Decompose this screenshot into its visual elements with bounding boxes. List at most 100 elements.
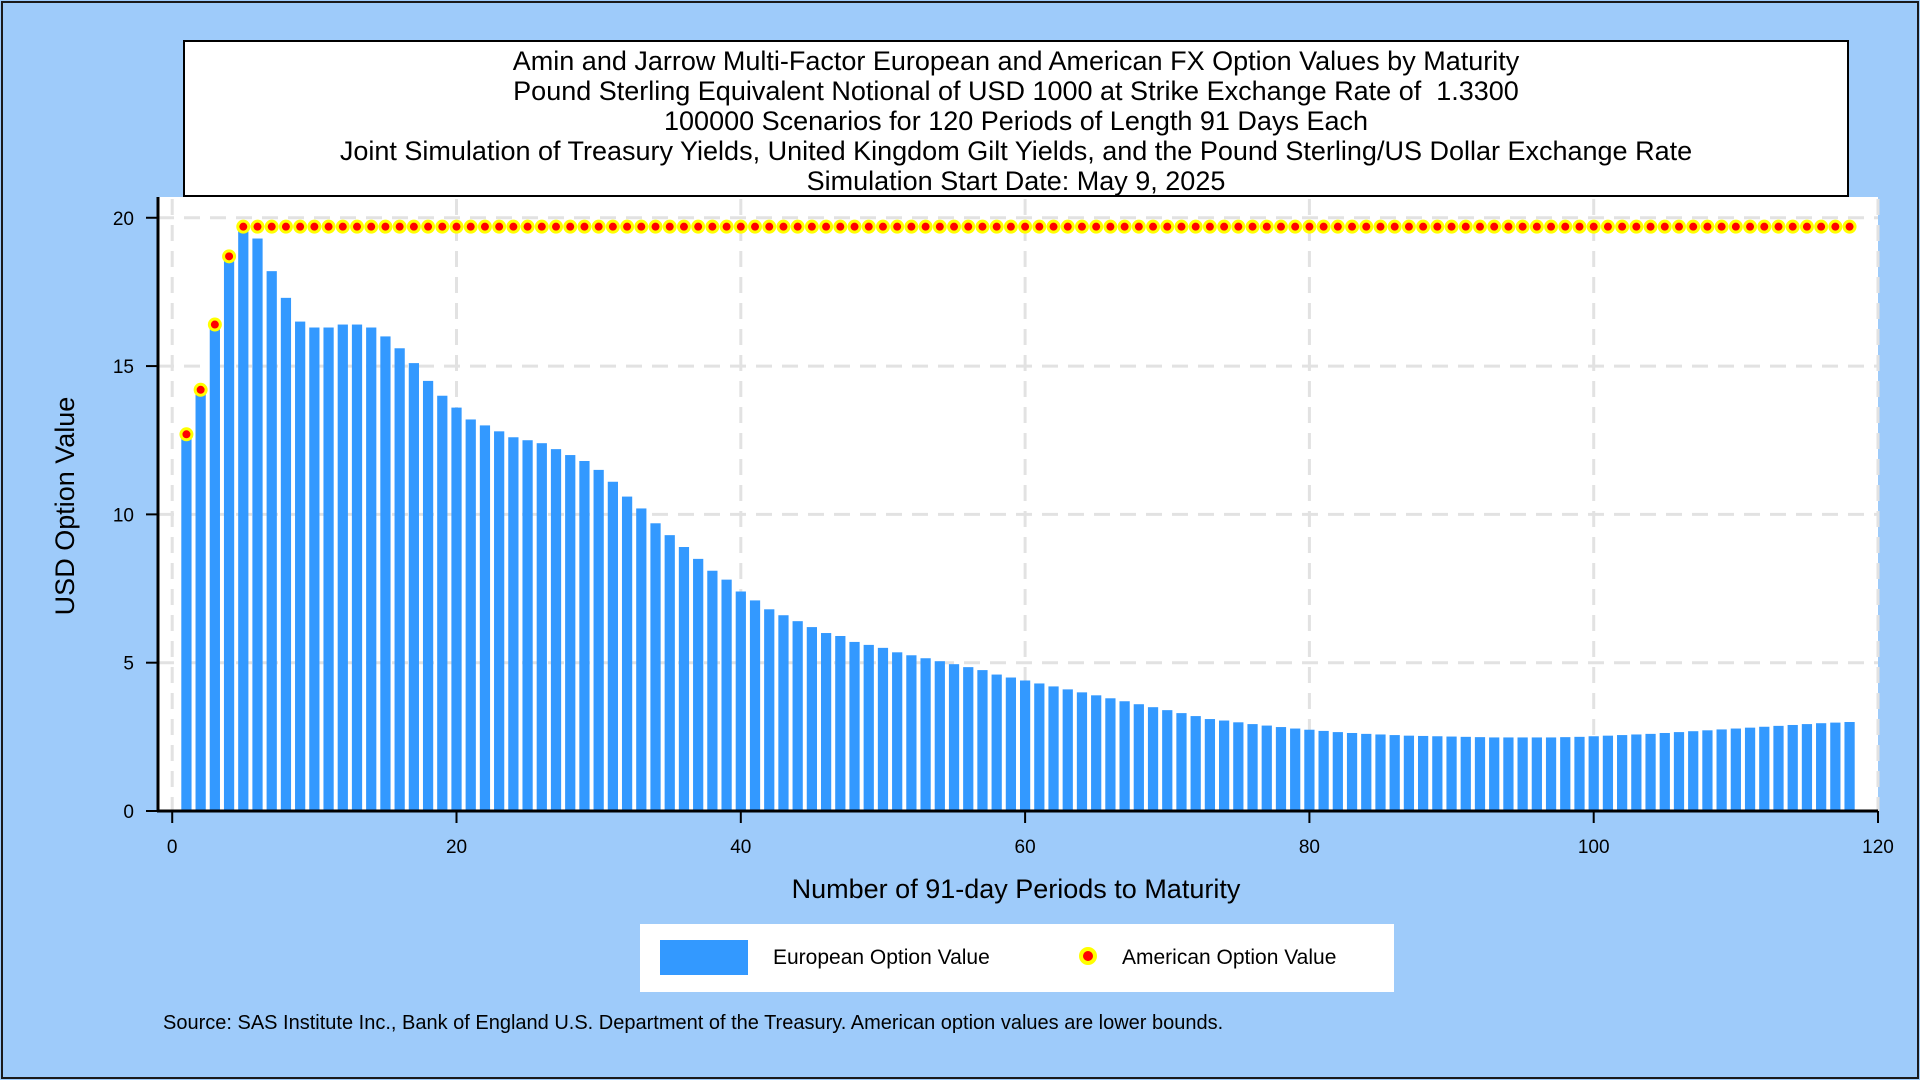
bar-european bbox=[920, 658, 931, 811]
bar-european bbox=[963, 667, 974, 811]
marker-american bbox=[1259, 219, 1274, 234]
x-tick-label: 100 bbox=[1578, 837, 1610, 858]
x-tick-label: 0 bbox=[167, 837, 178, 858]
marker-american bbox=[207, 317, 222, 332]
marker-american bbox=[719, 219, 734, 234]
bar-european bbox=[1816, 723, 1827, 811]
marker-american bbox=[890, 219, 905, 234]
marker-american bbox=[506, 219, 521, 234]
bar-european bbox=[735, 591, 746, 811]
chart-title-line-2: Pound Sterling Equivalent Notional of US… bbox=[513, 76, 1519, 106]
bar-european bbox=[1105, 698, 1116, 811]
legend-label-european: European Option Value bbox=[773, 946, 990, 969]
bar-european bbox=[906, 655, 917, 811]
marker-american bbox=[634, 219, 649, 234]
bar-european bbox=[977, 670, 988, 811]
bar-european bbox=[337, 324, 348, 811]
bar-european bbox=[1176, 713, 1187, 811]
bar-european bbox=[707, 570, 718, 811]
marker-american bbox=[1188, 219, 1203, 234]
bar-european bbox=[806, 627, 818, 811]
marker-american bbox=[833, 219, 848, 234]
bar-european bbox=[522, 440, 533, 811]
bar-european bbox=[536, 443, 547, 811]
bar-european bbox=[1830, 722, 1841, 811]
marker-american bbox=[1316, 219, 1331, 234]
marker-american bbox=[918, 219, 933, 234]
marker-american bbox=[875, 219, 890, 234]
bar-european bbox=[1261, 725, 1272, 811]
marker-american bbox=[1458, 219, 1473, 234]
bar-european bbox=[479, 425, 491, 811]
bar-european bbox=[1076, 692, 1088, 811]
bar-european bbox=[764, 609, 775, 811]
x-axis-label: Number of 91-day Periods to Maturity bbox=[792, 874, 1241, 904]
bar-european bbox=[1375, 734, 1386, 811]
marker-american bbox=[1814, 219, 1829, 234]
marker-american bbox=[676, 219, 691, 234]
bar-european bbox=[1147, 707, 1159, 811]
bar-european bbox=[1588, 736, 1599, 811]
marker-american bbox=[1657, 219, 1672, 234]
bar-european bbox=[451, 407, 462, 811]
marker-american bbox=[620, 219, 635, 234]
bar-european bbox=[991, 674, 1002, 811]
bar-european bbox=[1574, 736, 1585, 811]
marker-american bbox=[1600, 219, 1615, 234]
bar-european bbox=[1005, 677, 1017, 811]
bar-european bbox=[579, 460, 590, 811]
y-tick-label: 20 bbox=[113, 209, 134, 230]
bar-european bbox=[863, 644, 874, 811]
marker-american bbox=[435, 219, 450, 234]
bar-european bbox=[1631, 734, 1642, 811]
marker-american bbox=[1671, 219, 1686, 234]
chart-title-line-3: 100000 Scenarios for 120 Periods of Leng… bbox=[664, 106, 1368, 136]
bar-european bbox=[721, 579, 732, 811]
bar-european bbox=[1503, 737, 1514, 811]
marker-american bbox=[1714, 219, 1729, 234]
bar-european bbox=[1432, 736, 1443, 811]
marker-american bbox=[1359, 219, 1374, 234]
bar-european bbox=[934, 661, 945, 811]
bar-european bbox=[1560, 737, 1571, 811]
marker-american bbox=[776, 219, 791, 234]
marker-american bbox=[463, 219, 478, 234]
marker-american bbox=[1785, 219, 1800, 234]
marker-american bbox=[307, 219, 322, 234]
bar-european bbox=[1034, 683, 1045, 811]
bar-european bbox=[1304, 729, 1315, 811]
marker-american bbox=[804, 219, 819, 234]
bar-european bbox=[1403, 735, 1415, 811]
marker-american bbox=[1032, 219, 1047, 234]
bar-european bbox=[422, 380, 434, 811]
bar-european bbox=[1545, 737, 1557, 811]
bar-european bbox=[1460, 736, 1471, 811]
marker-american bbox=[335, 219, 350, 234]
marker-american bbox=[179, 427, 194, 442]
bar-european bbox=[295, 321, 306, 811]
y-tick-label: 5 bbox=[123, 654, 134, 675]
marker-american bbox=[1231, 219, 1246, 234]
marker-american bbox=[1345, 219, 1360, 234]
bar-european bbox=[1389, 735, 1400, 811]
marker-american bbox=[278, 219, 293, 234]
marker-american bbox=[1743, 219, 1758, 234]
bar-european bbox=[1645, 733, 1656, 811]
bar-european bbox=[820, 633, 832, 811]
bar-european bbox=[380, 336, 391, 811]
marker-american bbox=[563, 219, 578, 234]
bar-european bbox=[678, 547, 690, 811]
bar-european bbox=[1446, 736, 1457, 811]
bar-european bbox=[437, 395, 448, 811]
bar-european bbox=[1673, 732, 1685, 811]
legend-marker-american bbox=[1079, 947, 1097, 965]
marker-american bbox=[1387, 219, 1402, 234]
marker-american bbox=[406, 219, 421, 234]
marker-american bbox=[1558, 219, 1573, 234]
marker-american bbox=[1828, 219, 1843, 234]
x-tick-label: 20 bbox=[446, 837, 467, 858]
marker-american bbox=[1757, 219, 1772, 234]
marker-american bbox=[1799, 219, 1814, 234]
bar-european bbox=[280, 297, 292, 812]
bar-european bbox=[1361, 733, 1372, 811]
